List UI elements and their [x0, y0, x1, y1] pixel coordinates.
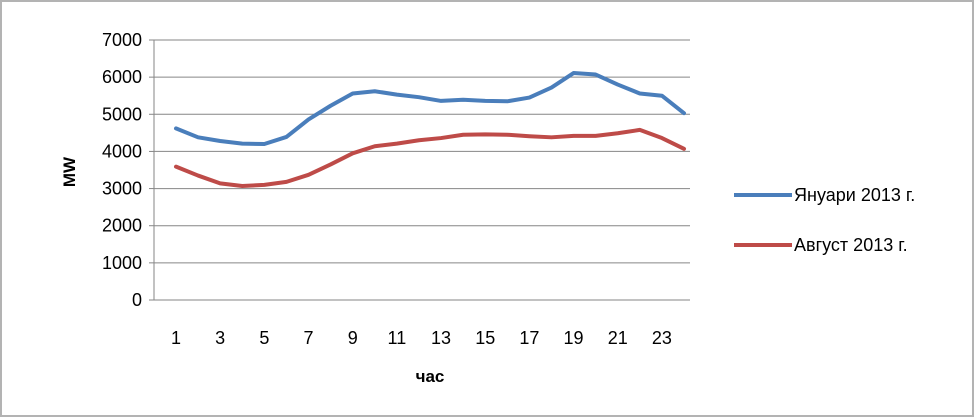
x-axis-tick-labels: 1 3 5 7 9 11 13 15 17 19 21 23 — [171, 328, 672, 348]
y-axis-title: MW — [60, 156, 79, 187]
gridlines — [154, 39, 690, 301]
y-tick-label: 2000 — [102, 216, 142, 236]
axes — [149, 39, 155, 301]
series-line-august — [174, 127, 686, 188]
x-tick-label: 13 — [431, 328, 451, 348]
y-tick-label: 5000 — [102, 104, 142, 124]
y-tick-label: 4000 — [102, 141, 142, 161]
legend-label-january: Януари 2013 г. — [794, 185, 915, 205]
y-tick-label: 0 — [132, 290, 142, 310]
x-tick-label: 9 — [348, 328, 358, 348]
legend-label-august: Август 2013 г. — [794, 235, 908, 255]
x-tick-label: 5 — [259, 328, 269, 348]
y-tick-label: 1000 — [102, 253, 142, 273]
x-axis-title: час — [416, 367, 445, 386]
series-line-january — [174, 71, 686, 146]
x-tick-label: 23 — [652, 328, 672, 348]
y-tick-label: 3000 — [102, 179, 142, 199]
x-tick-label: 15 — [475, 328, 495, 348]
x-tick-label: 3 — [215, 328, 225, 348]
x-tick-label: 17 — [519, 328, 539, 348]
x-tick-label: 21 — [608, 328, 628, 348]
y-tick-label: 6000 — [102, 67, 142, 87]
y-axis-tick-labels: 0 1000 2000 3000 4000 5000 6000 7000 — [102, 30, 142, 310]
x-tick-label: 19 — [564, 328, 584, 348]
series-lines — [174, 71, 686, 188]
y-tick-label: 7000 — [102, 30, 142, 50]
x-tick-label: 11 — [388, 328, 407, 348]
x-tick-label: 7 — [304, 328, 314, 348]
x-tick-label: 1 — [171, 328, 181, 348]
legend: Януари 2013 г. Август 2013 г. — [734, 185, 915, 255]
